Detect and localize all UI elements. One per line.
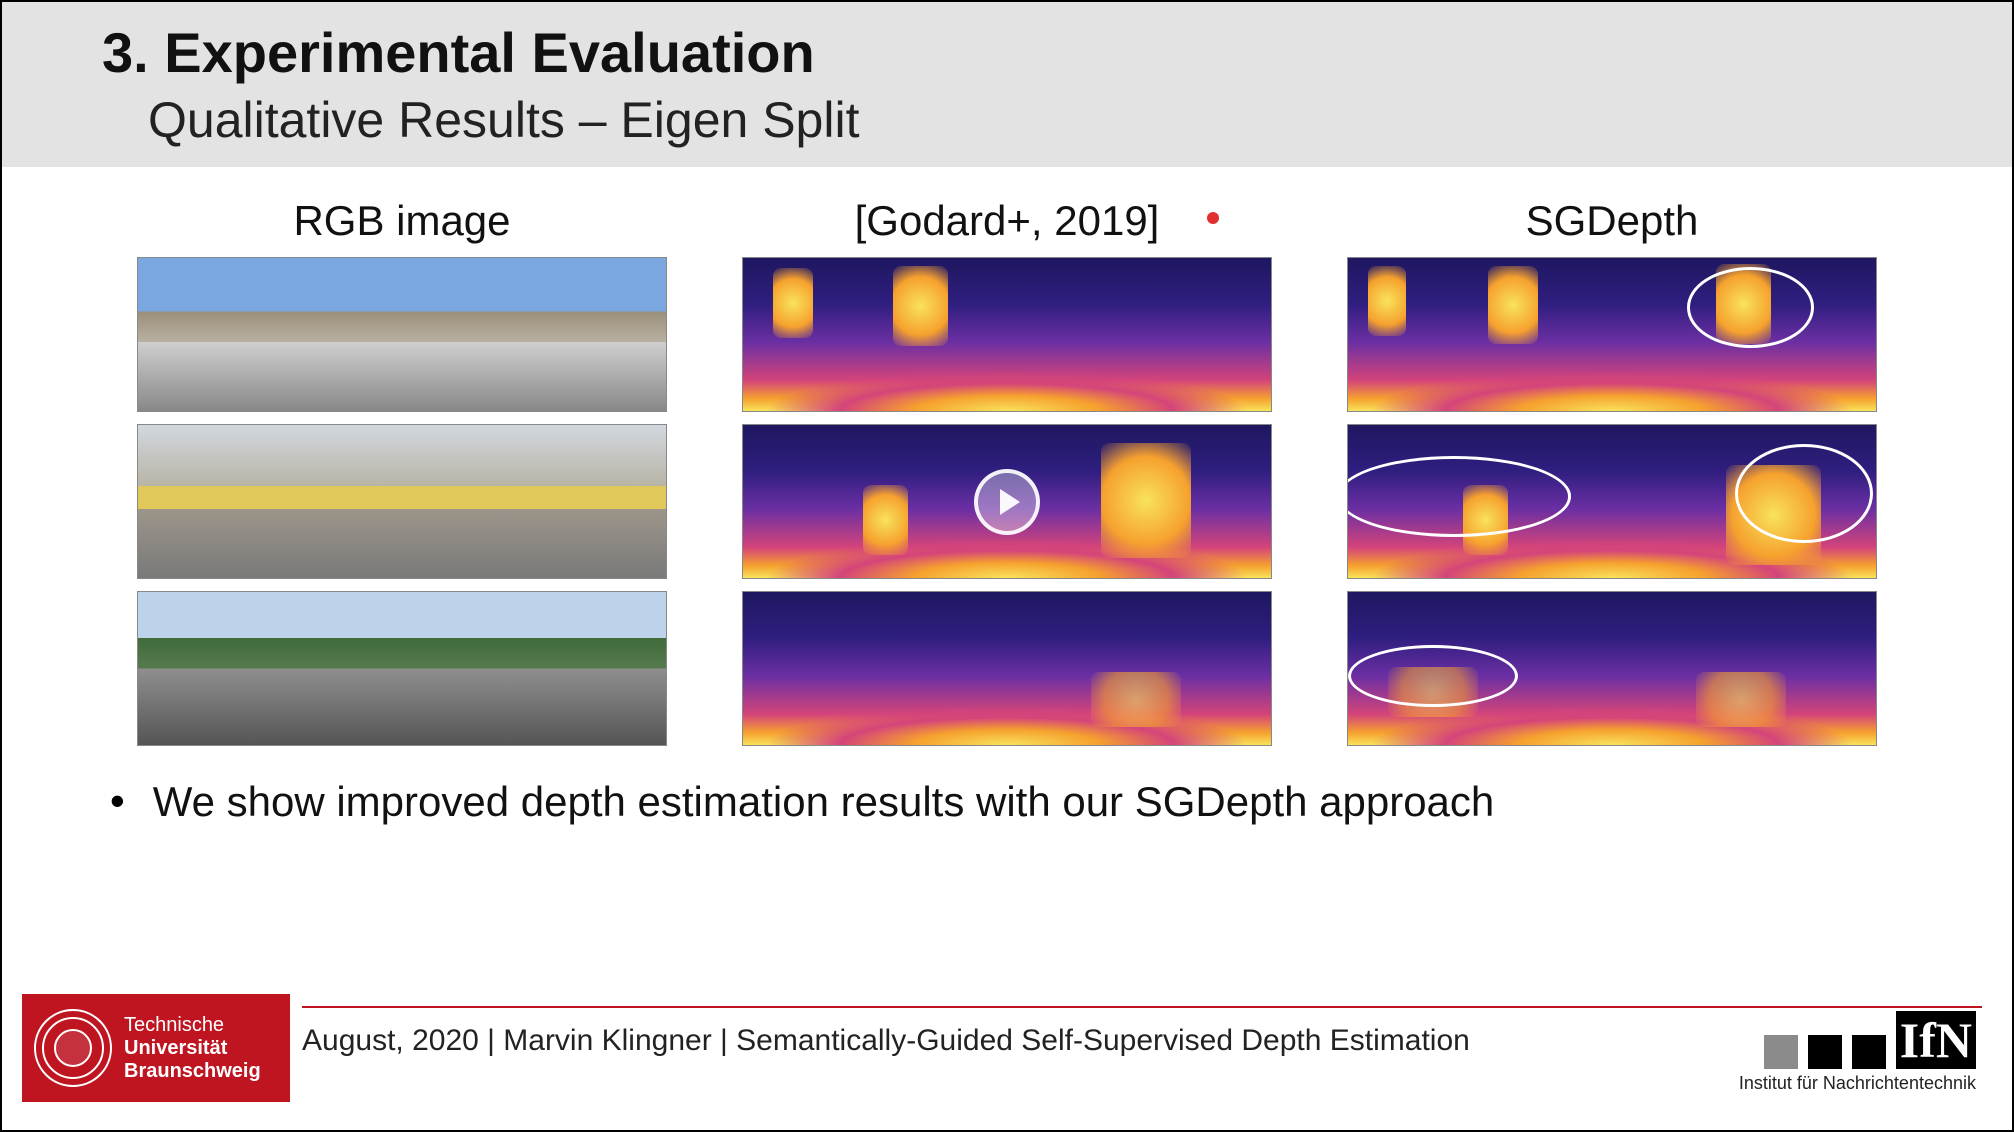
tu-bs-logo: Technische Universität Braunschweig	[22, 994, 290, 1102]
laser-pointer-icon	[1207, 212, 1219, 224]
sgdepth-row1	[1347, 424, 1877, 579]
godard-row0	[742, 257, 1272, 412]
sgdepth-row2	[1347, 591, 1877, 746]
tu-seal-icon	[34, 1009, 112, 1087]
godard-stack	[742, 257, 1272, 746]
col-godard: [Godard+, 2019]	[742, 197, 1272, 746]
tu-line2: Universität	[124, 1037, 227, 1059]
footer-rule	[302, 1006, 1982, 1008]
rgb-row0	[137, 257, 667, 412]
col-label-godard: [Godard+, 2019]	[742, 197, 1272, 245]
rgb-row2	[137, 591, 667, 746]
bullet-line: • We show improved depth estimation resu…	[92, 778, 1922, 826]
annotation-ellipse	[1687, 267, 1814, 348]
annotation-ellipse	[1735, 444, 1873, 543]
ifn-letters: IfN	[1896, 1011, 1976, 1069]
section-number: 3.	[102, 21, 149, 84]
rgb-stack	[137, 257, 667, 746]
slide-content: RGB image [Godard+, 2019]	[2, 167, 2012, 826]
slide-header: 3. Experimental Evaluation Qualitative R…	[2, 2, 2012, 167]
ifn-square-2-icon	[1808, 1035, 1842, 1069]
godard-row2	[742, 591, 1272, 746]
tu-logo-text: Technische Universität Braunschweig	[124, 1014, 261, 1083]
godard-row1	[742, 424, 1272, 579]
ifn-square-3-icon	[1852, 1035, 1886, 1069]
play-icon[interactable]	[974, 469, 1040, 535]
tu-line3: Braunschweig	[124, 1060, 261, 1082]
col-rgb: RGB image	[137, 197, 667, 746]
annotation-ellipse	[1347, 456, 1571, 537]
slide-footer: Technische Universität Braunschweig Augu…	[2, 970, 2012, 1130]
sgdepth-row0	[1347, 257, 1877, 412]
section-title: 3. Experimental Evaluation	[102, 20, 2012, 85]
sgdepth-stack	[1347, 257, 1877, 746]
bullet-marker-icon: •	[110, 778, 125, 824]
ifn-subtitle: Institut für Nachrichtentechnik	[1739, 1073, 1976, 1094]
col-label-sgdepth: SGDepth	[1347, 197, 1877, 245]
ifn-logo-row: IfN	[1739, 1011, 1976, 1069]
col-sgdepth: SGDepth	[1347, 197, 1877, 746]
bullet-text: We show improved depth estimation result…	[153, 778, 1495, 826]
section-title-rest: Experimental Evaluation	[149, 21, 815, 84]
annotation-ellipse	[1348, 645, 1518, 707]
section-subtitle: Qualitative Results – Eigen Split	[148, 91, 2012, 149]
tu-line1: Technische	[124, 1014, 261, 1037]
ifn-logo: IfN Institut für Nachrichtentechnik	[1739, 1011, 1976, 1094]
slide: 3. Experimental Evaluation Qualitative R…	[0, 0, 2014, 1132]
footer-text: August, 2020 | Marvin Klingner | Semanti…	[302, 1024, 1470, 1058]
rgb-row1	[137, 424, 667, 579]
comparison-grid: RGB image [Godard+, 2019]	[92, 197, 1922, 746]
ifn-square-1-icon	[1764, 1035, 1798, 1069]
col-label-rgb: RGB image	[137, 197, 667, 245]
